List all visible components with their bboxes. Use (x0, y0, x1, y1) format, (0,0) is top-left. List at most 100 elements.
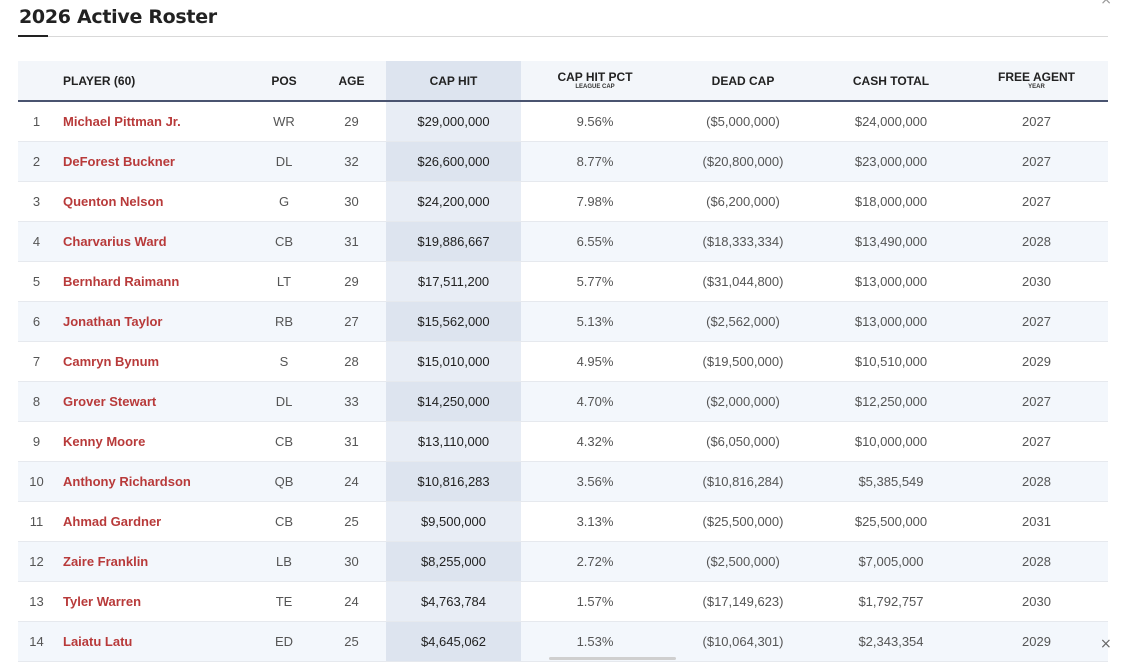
title-accent-bar (18, 35, 48, 37)
cash-total-cell: $18,000,000 (817, 181, 965, 222)
pos-cell: TE (251, 581, 317, 622)
cash-total-cell: $13,490,000 (817, 221, 965, 262)
player-cell: Grover Stewart (55, 381, 251, 422)
free-agent-year-cell: 2030 (965, 261, 1108, 302)
age-cell: 31 (317, 421, 386, 462)
pos-cell: ED (251, 621, 317, 662)
player-cell: Jonathan Taylor (55, 301, 251, 342)
header-free-agent-label: FREE AGENT (998, 69, 1075, 84)
cash-total-cell: $23,000,000 (817, 141, 965, 182)
header-free-agent[interactable]: FREE AGENT YEAR (965, 61, 1108, 102)
player-link[interactable]: Tyler Warren (63, 593, 142, 609)
close-icon[interactable]: × (1100, 0, 1112, 8)
player-cell: Zaire Franklin (55, 541, 251, 582)
player-link[interactable]: Camryn Bynum (63, 353, 160, 369)
free-agent-year-cell: 2028 (965, 221, 1108, 262)
table-row: 14 Laiatu Latu ED 25 $4,645,062 1.53% ($10,064… (18, 621, 1108, 662)
player-link[interactable]: Anthony Richardson (63, 473, 191, 489)
cash-total-cell: $10,000,000 (817, 421, 965, 462)
free-agent-year-cell: 2030 (965, 581, 1108, 622)
header-dead-cap[interactable]: DEAD CAP (669, 61, 817, 102)
header-cap-hit-pct-sub: LEAGUE CAP (575, 83, 615, 90)
player-link[interactable]: Laiatu Latu (63, 633, 133, 649)
age-cell: 32 (317, 141, 386, 182)
age-cell: 29 (317, 261, 386, 302)
cap-hit-pct-cell: 6.55% (521, 221, 669, 262)
player-link[interactable]: Michael Pittman Jr. (63, 113, 181, 129)
free-agent-year-cell: 2027 (965, 301, 1108, 342)
age-cell: 25 (317, 501, 386, 542)
rank-cell: 3 (18, 181, 55, 222)
player-cell: Michael Pittman Jr. (55, 101, 251, 142)
free-agent-year-cell: 2031 (965, 501, 1108, 542)
header-cap-hit-pct[interactable]: CAP HIT PCT LEAGUE CAP (521, 61, 669, 102)
pos-cell: WR (251, 101, 317, 142)
cap-hit-pct-cell: 3.13% (521, 501, 669, 542)
rank-cell: 13 (18, 581, 55, 622)
header-age[interactable]: AGE (317, 61, 386, 102)
player-link[interactable]: Quenton Nelson (63, 193, 164, 209)
age-cell: 27 (317, 301, 386, 342)
cap-hit-pct-cell: 4.32% (521, 421, 669, 462)
free-agent-year-cell: 2028 (965, 461, 1108, 502)
free-agent-year-cell: 2027 (965, 101, 1108, 142)
player-link[interactable]: Zaire Franklin (63, 553, 149, 569)
pos-cell: S (251, 341, 317, 382)
header-pos[interactable]: POS (251, 61, 317, 102)
age-cell: 30 (317, 181, 386, 222)
pos-cell: CB (251, 221, 317, 262)
table-row: 13 Tyler Warren TE 24 $4,763,784 1.57% ($17,14… (18, 581, 1108, 622)
table-header-row: PLAYER (60) POS AGE CAP HIT CAP HIT PCT … (18, 61, 1108, 102)
dead-cap-cell: ($6,050,000) (669, 421, 817, 462)
header-player[interactable]: PLAYER (60) (55, 61, 251, 102)
player-link[interactable]: Bernhard Raimann (63, 273, 180, 289)
table-row: 2 DeForest Buckner DL 32 $26,600,000 8.77% ($2… (18, 141, 1108, 182)
player-link[interactable]: Ahmad Gardner (63, 513, 162, 529)
cap-hit-cell: $13,110,000 (386, 421, 521, 462)
rank-cell: 5 (18, 261, 55, 302)
header-cash-total[interactable]: CASH TOTAL (817, 61, 965, 102)
rank-cell: 11 (18, 501, 55, 542)
table-row: 8 Grover Stewart DL 33 $14,250,000 4.70% ($2,0… (18, 381, 1108, 422)
cap-hit-cell: $4,645,062 (386, 621, 521, 662)
horizontal-scrollbar[interactable] (549, 657, 676, 660)
player-link[interactable]: Jonathan Taylor (63, 313, 163, 329)
free-agent-year-cell: 2027 (965, 181, 1108, 222)
header-cap-hit[interactable]: CAP HIT (386, 61, 521, 102)
rank-cell: 9 (18, 421, 55, 462)
dead-cap-cell: ($2,500,000) (669, 541, 817, 582)
header-rank (18, 61, 55, 102)
cap-hit-pct-cell: 7.98% (521, 181, 669, 222)
rank-cell: 12 (18, 541, 55, 582)
player-cell: Laiatu Latu (55, 621, 251, 662)
table-row: 10 Anthony Richardson QB 24 $10,816,283 3.56%… (18, 461, 1108, 502)
table-row: 1 Michael Pittman Jr. WR 29 $29,000,000 9.56%… (18, 101, 1108, 142)
player-cell: Quenton Nelson (55, 181, 251, 222)
close-icon[interactable]: × (1100, 636, 1112, 652)
age-cell: 30 (317, 541, 386, 582)
cap-hit-pct-cell: 2.72% (521, 541, 669, 582)
free-agent-year-cell: 2029 (965, 341, 1108, 382)
roster-table: PLAYER (60) POS AGE CAP HIT CAP HIT PCT … (18, 61, 1108, 662)
cap-hit-pct-cell: 5.13% (521, 301, 669, 342)
player-cell: Ahmad Gardner (55, 501, 251, 542)
player-link[interactable]: Grover Stewart (63, 393, 157, 409)
cap-hit-pct-cell: 3.56% (521, 461, 669, 502)
cash-total-cell: $2,343,354 (817, 621, 965, 662)
player-link[interactable]: Kenny Moore (63, 433, 146, 449)
player-link[interactable]: DeForest Buckner (63, 153, 175, 169)
cap-hit-pct-cell: 4.95% (521, 341, 669, 382)
age-cell: 24 (317, 461, 386, 502)
rank-cell: 1 (18, 101, 55, 142)
table-row: 11 Ahmad Gardner CB 25 $9,500,000 3.13% ($25,5… (18, 501, 1108, 542)
free-agent-year-cell: 2027 (965, 421, 1108, 462)
dead-cap-cell: ($17,149,623) (669, 581, 817, 622)
header-free-agent-sub: YEAR (1028, 83, 1045, 90)
pos-cell: QB (251, 461, 317, 502)
dead-cap-cell: ($10,064,301) (669, 621, 817, 662)
table-row: 9 Kenny Moore CB 31 $13,110,000 4.32% ($6,050,… (18, 421, 1108, 462)
player-link[interactable]: Charvarius Ward (63, 233, 167, 249)
dead-cap-cell: ($5,000,000) (669, 101, 817, 142)
player-cell: DeForest Buckner (55, 141, 251, 182)
pos-cell: DL (251, 141, 317, 182)
